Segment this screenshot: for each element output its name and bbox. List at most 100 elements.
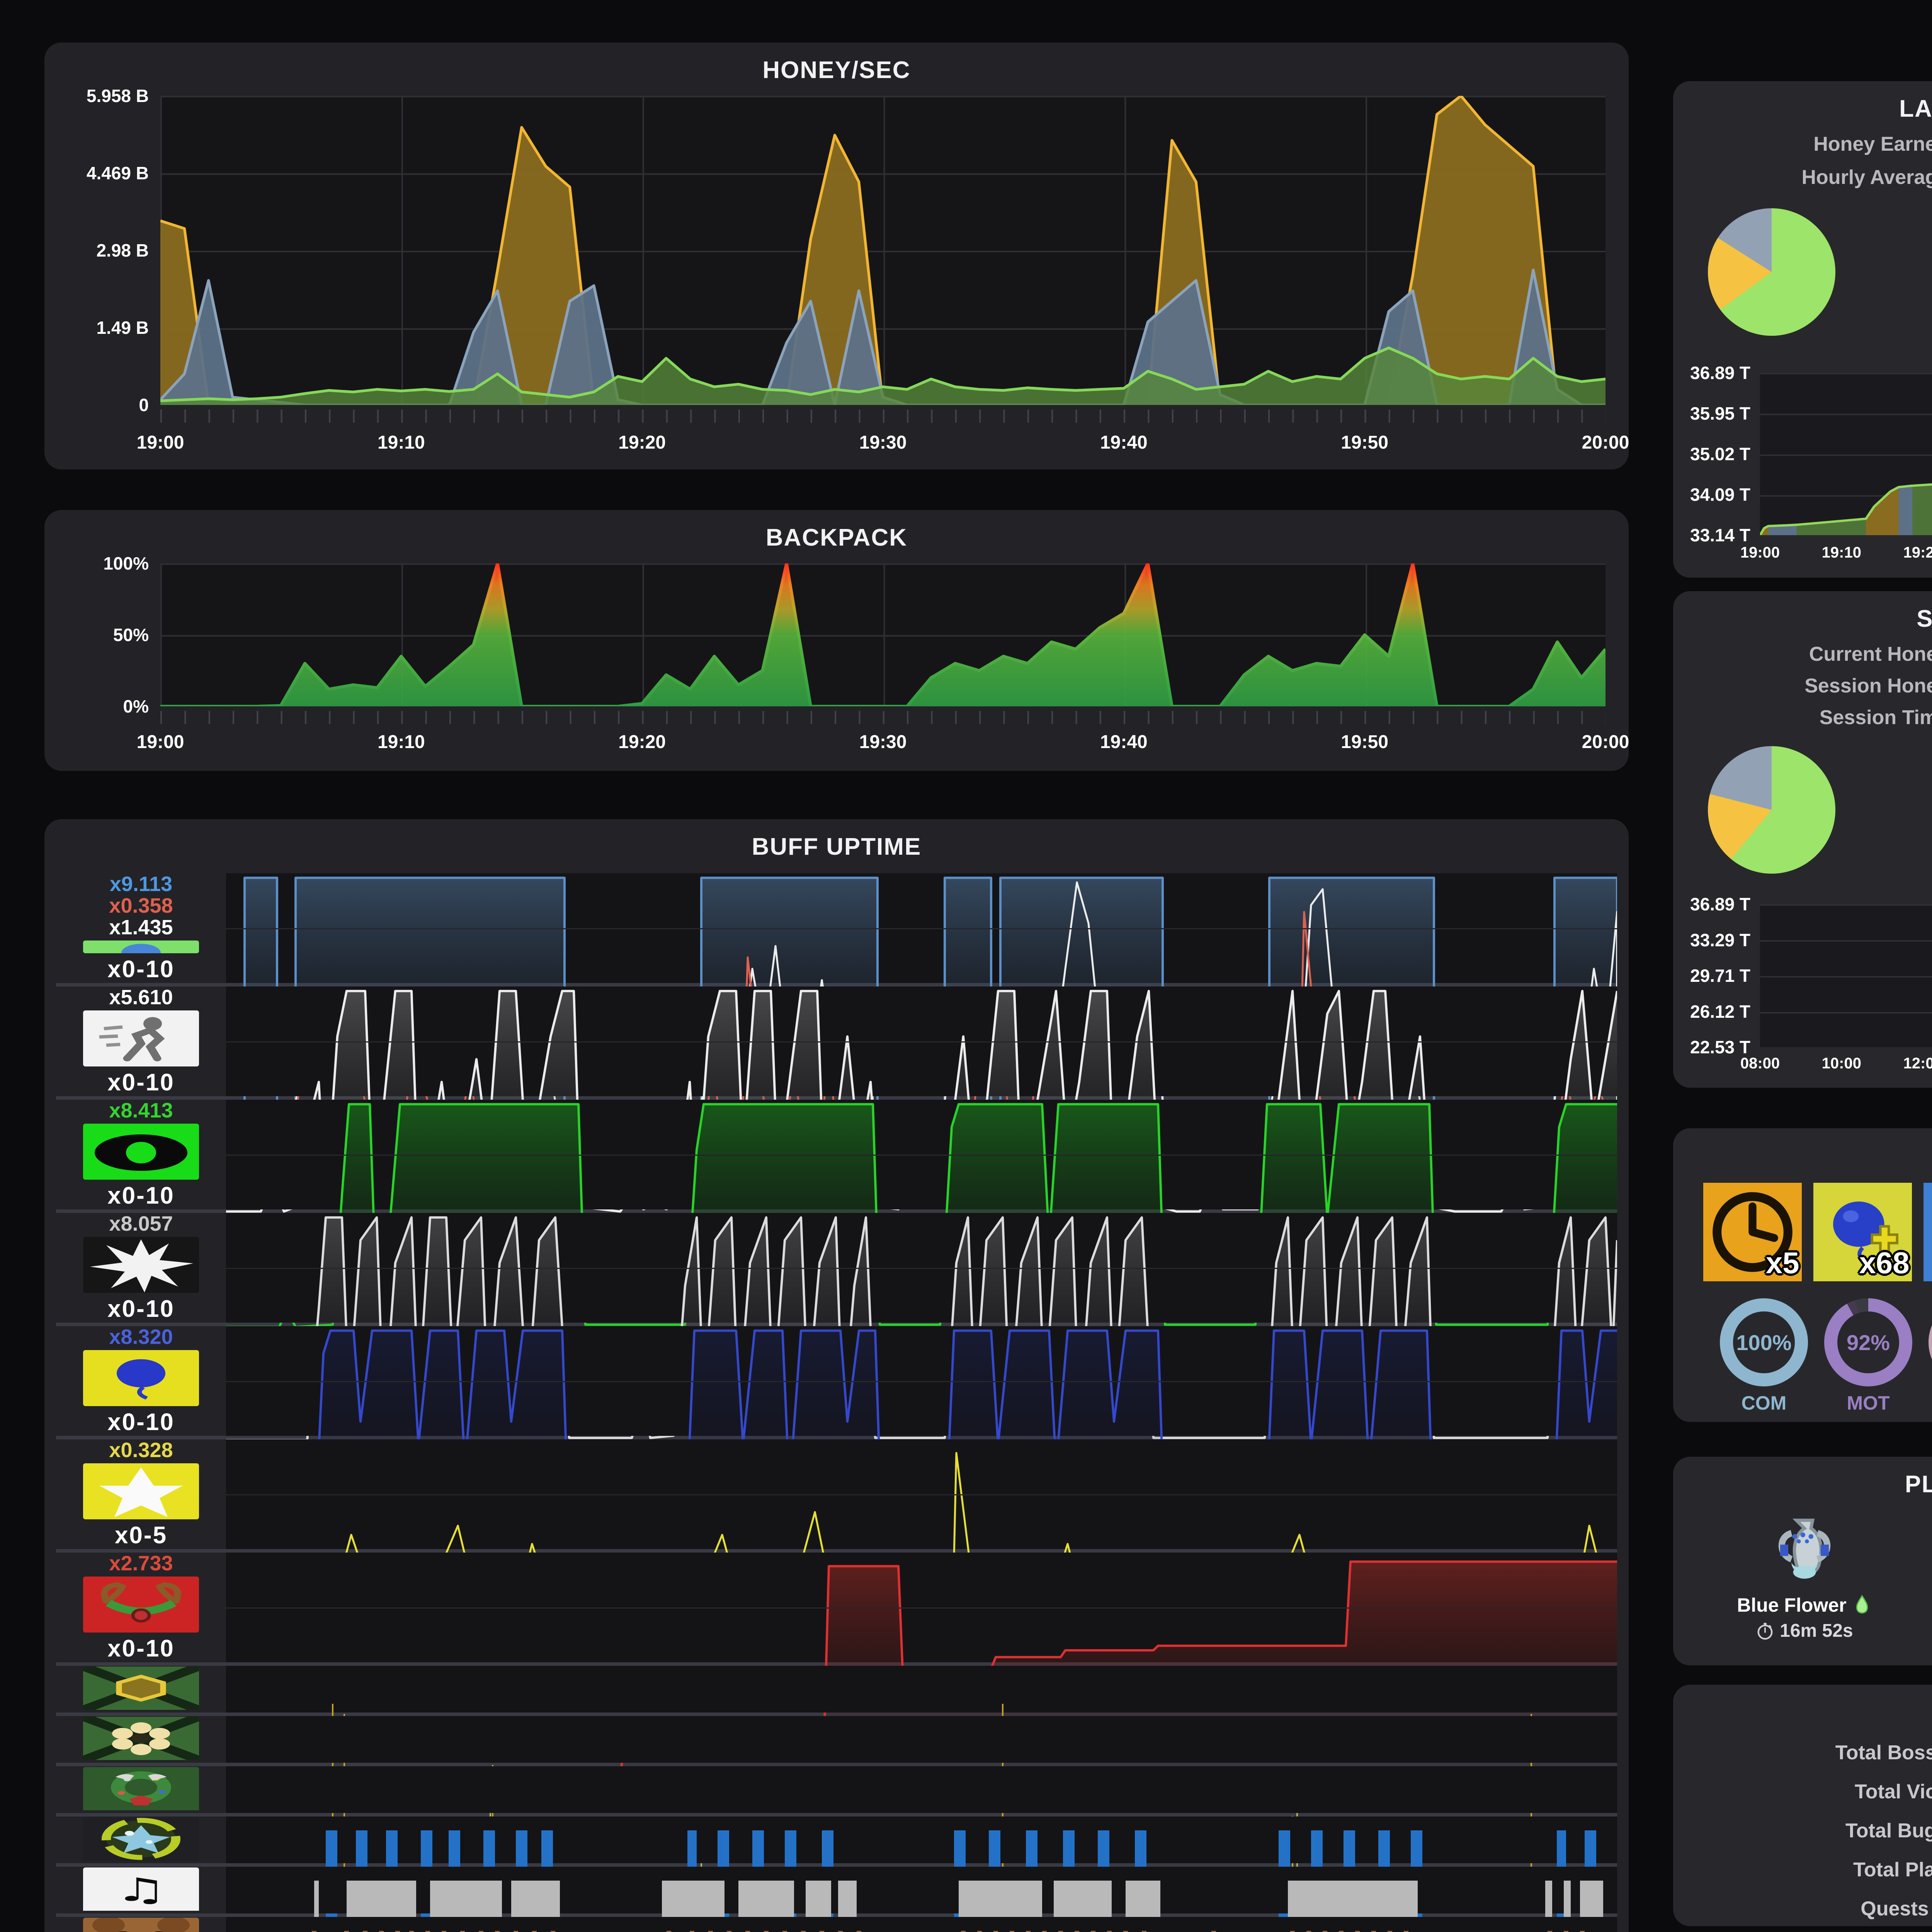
last-hour-stat-row: Hourly Average3.638 T (+1%) xyxy=(1801,166,1932,189)
buff-row-flowerflag xyxy=(56,1716,1617,1766)
haste-icon xyxy=(83,1010,199,1066)
focus-icon xyxy=(83,1124,199,1180)
backpack-minor-ticks xyxy=(160,711,1605,724)
session-legend: Gather02:24:1661% Convert00:43:2218% Other… xyxy=(1835,762,1932,857)
pie-legend-row: Convert00:11:1219% xyxy=(1835,262,1932,282)
amphora-icon xyxy=(1778,1519,1830,1579)
buff-ring-com: 100% COM xyxy=(1720,1298,1808,1414)
session-stat-row: Current Honey36.89 T xyxy=(1809,643,1932,665)
stat-row: Total Vic Kills0 xyxy=(1854,1780,1932,1803)
buff-ring-mot: 92% MOT xyxy=(1824,1298,1912,1414)
stats-title: STATS xyxy=(1673,1685,1932,1726)
buff-row-star: x0.328 x0-5 xyxy=(56,1439,1617,1553)
buff-multiplier: x68 xyxy=(1859,1246,1910,1280)
pie-legend-row: Other00:09:3716% xyxy=(1835,299,1932,320)
buff-row-haste: x5.610 x0-10 xyxy=(56,986,1617,1100)
bear-icon xyxy=(83,1918,199,1932)
buff-row-wreath xyxy=(56,1766,1617,1816)
buff-row-bear xyxy=(56,1917,1617,1932)
stat-rows: Total Boss Kills0 Total Vic Kills0 Total B… xyxy=(1673,1733,1932,1932)
pop-icon xyxy=(83,1237,199,1293)
festive-icon xyxy=(83,1577,199,1633)
session-panel: SESSION Current Honey36.89 T Session Hone… xyxy=(1673,591,1932,1088)
session-stat-row: Session Time03:56:42 xyxy=(1819,706,1932,729)
buff-rows: x9.113 x0.358 x1.435 x0-10 x5.610 x0-10 x8.413… xyxy=(56,873,1617,1932)
buff-row-hexflag xyxy=(56,1666,1617,1716)
buff-tile-clock: x5 xyxy=(1703,1183,1802,1281)
backpack-plot xyxy=(160,563,1605,706)
buff-row-badge xyxy=(56,1816,1617,1932)
stat-row: Quests Done0 xyxy=(1861,1897,1932,1920)
badge-icon xyxy=(83,1817,199,1861)
last-hour-legend: Gather00:39:1165% Convert00:11:1219% Other… xyxy=(1835,224,1932,320)
planter-items: Blue Flower 16m 52sPepper 16m 52sPine Tr… xyxy=(1673,1509,1932,1641)
session-stats: Current Honey36.89 T Session Honey14.35 T… xyxy=(1673,643,1932,729)
bubbles-icon xyxy=(1923,1183,1932,1281)
buff-rings: 100%COM92%MOT92%SAT84%(+11%)REF84%(+9%)I… xyxy=(1673,1298,1932,1414)
session-title: SESSION xyxy=(1917,605,1932,632)
session-chart-y-axis: 36.89 T 33.29 T 29.71 T 26.12 T 22.53 T xyxy=(1690,894,1750,1057)
melody-icon: ♫ xyxy=(83,1867,199,1911)
honey-minor-ticks xyxy=(160,410,1605,423)
buff-tiles: x5x68x6.00x1.18x2 xyxy=(1673,1183,1932,1281)
buff-tile-bubbles: x6.00 xyxy=(1923,1183,1932,1281)
buff-multiplier: x5 xyxy=(1765,1246,1799,1280)
honey-per-sec-title: HONEY/SEC xyxy=(762,57,911,83)
planter-amphora: Blue Flower 16m 52s xyxy=(1737,1509,1872,1641)
last-hour-title: LAST HOUR xyxy=(1899,95,1932,122)
honey-plot xyxy=(160,96,1605,405)
pie-legend-row: Gather00:39:1165% xyxy=(1835,224,1932,245)
last-hour-stat-row: Honey Earned3.730 T xyxy=(1813,133,1932,155)
session-chart xyxy=(1760,904,1932,1047)
backpack-title: BACKPACK xyxy=(765,524,908,551)
svg-text:♫: ♫ xyxy=(114,1871,168,1908)
backpack-x-axis: 19:00 19:10 19:20 19:30 19:40 19:50 20:00 xyxy=(136,732,1629,752)
flowerflag-icon xyxy=(83,1717,199,1762)
multi-icon xyxy=(83,940,199,953)
buff-row-melody: ♫ xyxy=(56,1867,1617,1932)
buff-tile-balloonplus: x68 xyxy=(1813,1183,1912,1281)
last-hour-chart-y-axis: 36.89 T 35.95 T 35.02 T 34.09 T 33.14 T xyxy=(1690,363,1750,545)
stopwatch-icon xyxy=(1757,1622,1773,1639)
balloonplus-icon xyxy=(1813,1183,1912,1281)
hexflag-icon xyxy=(83,1667,199,1712)
planters-title: PLANTERS xyxy=(1905,1471,1932,1498)
backpack-panel: BACKPACK 100% 50% 0% 19:00 19:10 19:20 19:30 1… xyxy=(44,510,1629,771)
buffs-panel: BUFFS x5x68x6.00x1.18x2 100%COM92%MOT92%… xyxy=(1673,1128,1932,1422)
pie-legend-row: Other00:49:0421% xyxy=(1835,837,1932,857)
last-hour-pie xyxy=(1708,208,1835,336)
buff-row-pop: x8.057 x0-10 xyxy=(56,1213,1617,1326)
last-hour-stats: Honey Earned3.730 T Hourly Average3.638 … xyxy=(1673,133,1932,189)
planters-panel: PLANTERS Blue Flower 16m 52sPepper 16m 5… xyxy=(1673,1457,1932,1665)
buff-uptime-panel: BUFF UPTIME x9.113 x0.358 x1.435 x0-10 x5.61… xyxy=(44,819,1629,1932)
stats-panel: STATS Total Boss Kills0 Total Vic Kills0 T… xyxy=(1673,1685,1932,1926)
pie-legend-row: Convert00:43:2218% xyxy=(1835,799,1932,820)
buffs-title: BUFFS xyxy=(1673,1128,1932,1170)
session-stat-row: Session Honey14.35 T xyxy=(1804,675,1932,697)
last-hour-panel: LAST HOUR Honey Earned3.730 T Hourly Ave… xyxy=(1673,81,1932,578)
backpack-y-axis: 100% 50% 0% xyxy=(103,553,149,716)
buff-row-balloon: x8.320 x0-10 xyxy=(56,1326,1617,1558)
balloon-icon xyxy=(83,1350,199,1406)
session-pie xyxy=(1708,746,1835,874)
stat-row: Total Planters3 xyxy=(1853,1858,1932,1881)
stat-row: Total Bug Kills277 xyxy=(1845,1819,1932,1842)
buff-uptime-title: BUFF UPTIME xyxy=(752,833,922,860)
honey-x-axis: 19:00 19:10 19:20 19:30 19:40 19:50 20:00 xyxy=(136,432,1629,453)
wreath-icon xyxy=(83,1767,199,1810)
stat-row: Disconnects0 xyxy=(1673,1928,1932,1932)
star-icon xyxy=(83,1463,199,1519)
droplet-icon xyxy=(1856,1595,1868,1614)
buff-row-festive: x2.733 x0-10 xyxy=(56,1553,1617,1784)
buff-row-multi: x9.113 x0.358 x1.435 x0-10 xyxy=(56,873,1617,986)
pie-legend-row: Gather02:24:1661% xyxy=(1835,762,1932,783)
buff-ring-sat: 92%SAT xyxy=(1929,1298,1932,1414)
buff-row-focus: x8.413 x0-10 xyxy=(56,1100,1617,1213)
clock-icon xyxy=(1703,1183,1802,1281)
stat-row: Total Boss Kills0 xyxy=(1835,1741,1932,1764)
last-hour-chart xyxy=(1760,373,1932,535)
